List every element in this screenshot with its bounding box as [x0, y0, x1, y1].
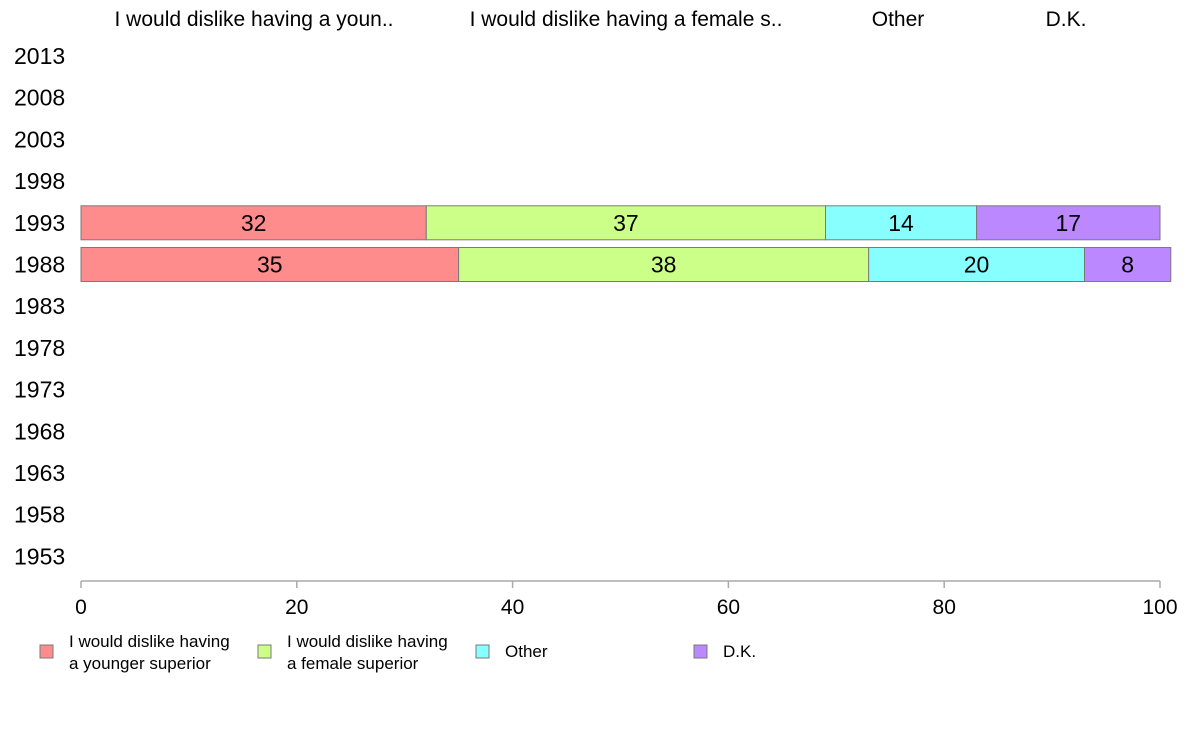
data-label: 37	[613, 210, 639, 236]
y-tick-label: 1963	[14, 460, 65, 486]
column-header: I would dislike having a female s..	[470, 8, 783, 31]
data-label: 35	[257, 252, 283, 278]
y-tick-label: 1973	[14, 377, 65, 403]
column-header: I would dislike having a youn..	[115, 8, 394, 31]
bar-segment	[80, 205, 427, 241]
y-tick-label: 2003	[14, 126, 65, 152]
data-label: 38	[651, 252, 677, 278]
x-tick-label: 100	[1142, 596, 1177, 619]
data-label: 32	[241, 210, 267, 236]
y-tick-label: 1988	[14, 252, 65, 278]
legend-label: I would dislike having	[287, 632, 448, 651]
y-tick-label: 1968	[14, 418, 65, 444]
data-label: 20	[964, 252, 990, 278]
column-header: D.K.	[1046, 8, 1087, 31]
legend-swatch	[475, 644, 490, 659]
bar-segment	[458, 247, 870, 282]
y-tick-label: 1998	[14, 168, 65, 194]
legend-label: I would dislike having	[69, 632, 230, 651]
x-tick-label: 80	[933, 596, 956, 619]
legend-label: Other	[505, 642, 548, 661]
legend-swatch	[693, 644, 708, 659]
bar-segment	[425, 205, 827, 241]
data-label: 14	[888, 210, 914, 236]
bar-segment	[868, 247, 1085, 282]
bar-segment	[1083, 247, 1172, 282]
data-label: 8	[1121, 252, 1134, 278]
x-tick-label: 40	[501, 596, 524, 619]
y-tick-label: 1993	[14, 210, 65, 236]
bar-segment	[80, 247, 460, 282]
bar-segment	[976, 205, 1161, 241]
legend-label: D.K.	[723, 642, 756, 661]
y-tick-label: 2013	[14, 43, 65, 69]
legend-swatch	[257, 644, 272, 659]
bar-segment	[825, 205, 978, 241]
column-header: Other	[872, 8, 925, 31]
x-tick-label: 0	[75, 596, 87, 619]
y-tick-label: 2008	[14, 85, 65, 111]
y-tick-label: 1978	[14, 335, 65, 361]
y-tick-label: 1953	[14, 543, 65, 569]
y-tick-label: 1958	[14, 502, 65, 528]
legend-swatch	[39, 644, 54, 659]
data-label: 17	[1055, 210, 1081, 236]
x-tick-label: 60	[717, 596, 740, 619]
y-tick-label: 1983	[14, 293, 65, 319]
x-tick-label: 20	[285, 596, 308, 619]
legend-label: a female superior	[287, 654, 419, 673]
legend-label: a younger superior	[69, 654, 211, 673]
